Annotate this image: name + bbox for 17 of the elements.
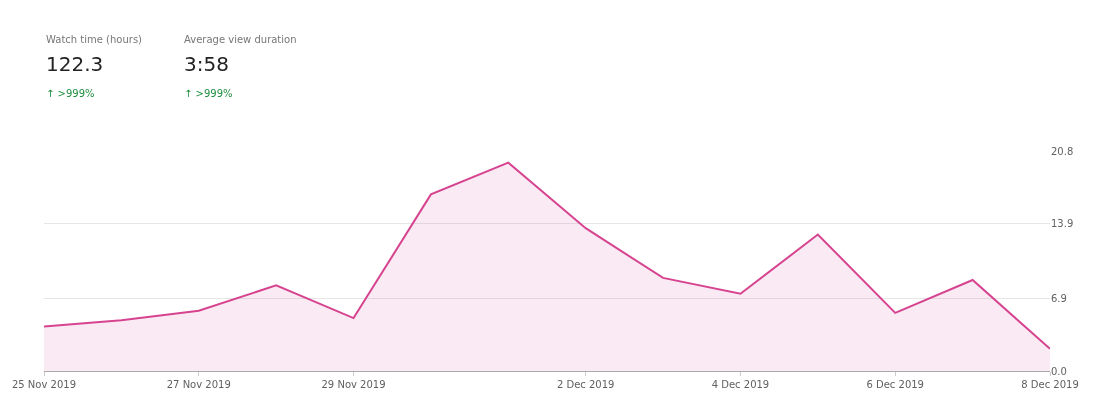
y-tick-label: 13.9	[1051, 218, 1074, 230]
text: 122.3	[46, 52, 104, 76]
x-tick-label: 29 Nov 2019	[321, 379, 386, 390]
x-tick-label: 4 Dec 2019	[711, 379, 770, 390]
y-tick-label: 0.0	[1051, 365, 1067, 377]
text: 3:58	[184, 52, 229, 76]
text: Average view duration	[184, 34, 297, 45]
x-tick-label: 2 Dec 2019	[556, 379, 615, 390]
text: ↑ >999%	[184, 88, 233, 99]
x-tick-label: 25 Nov 2019	[11, 379, 77, 390]
text: ↑ >999%	[46, 88, 95, 99]
text: Watch time (hours)	[46, 34, 143, 45]
x-tick-label: 27 Nov 2019	[166, 379, 231, 390]
x-tick-label: 8 Dec 2019	[1021, 379, 1079, 390]
x-tick-label: 6 Dec 2019	[866, 379, 924, 390]
y-tick-label: 20.8	[1051, 145, 1074, 157]
y-tick-label: 6.9	[1051, 292, 1067, 304]
